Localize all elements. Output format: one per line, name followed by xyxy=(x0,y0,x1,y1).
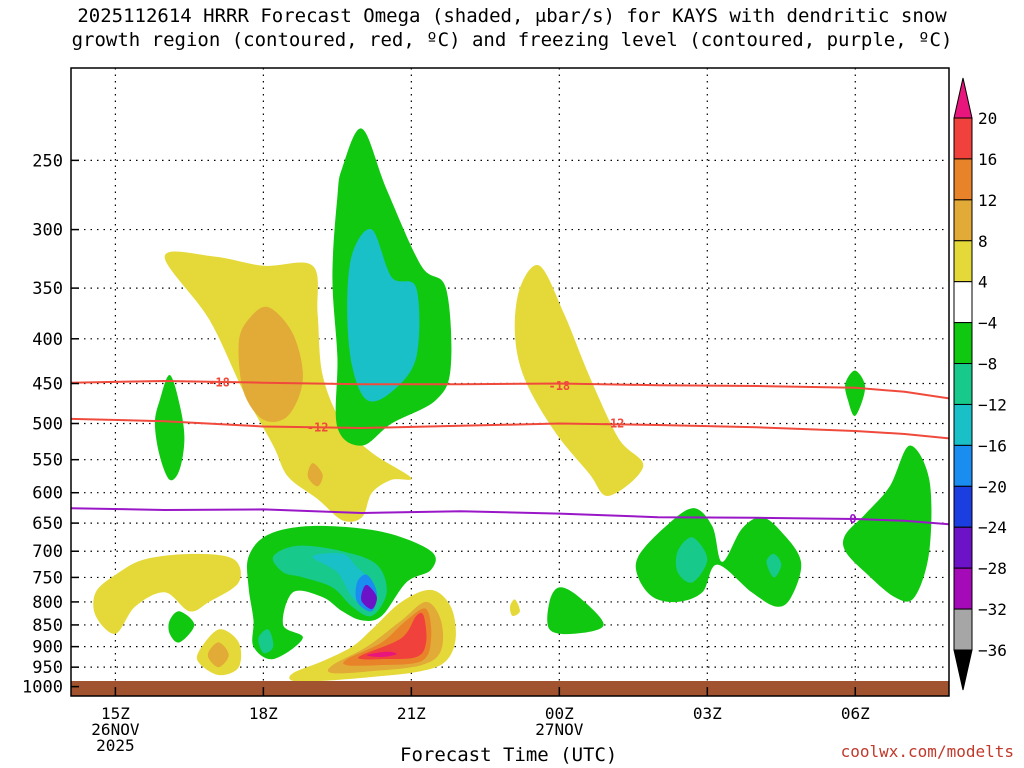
colorbar-segment-2 xyxy=(953,199,973,242)
omega-region-7 xyxy=(93,553,241,634)
colorbar-segment-6 xyxy=(953,363,973,405)
grid-lines xyxy=(71,68,949,696)
x-tick-label-27NOV: 27NOV xyxy=(535,720,584,739)
x-tick-label-2025: 2025 xyxy=(96,736,135,755)
omega-region-8 xyxy=(168,611,195,643)
colorbar-label-1: 16 xyxy=(978,150,997,169)
x-tick-label-15Z: 15Z xyxy=(101,704,130,723)
omega-region-4 xyxy=(347,229,420,402)
omega-region-23 xyxy=(547,587,604,635)
y-tick-label-250: 250 xyxy=(32,151,63,171)
omega-region-27 xyxy=(845,370,866,417)
omega-region-15 xyxy=(361,584,377,610)
chart-title: 2025112614 HRRR Forecast Omega (shaded, … xyxy=(0,4,1024,52)
colorbar-label-2: 12 xyxy=(978,191,997,210)
omega-region-20 xyxy=(358,612,427,660)
colorbar-top-arrow xyxy=(953,77,973,119)
colorbar-segment-8 xyxy=(953,444,973,487)
x-tick-label-03Z: 03Z xyxy=(693,704,722,723)
colorbar-segment-1 xyxy=(953,158,973,201)
x-tick-label-26NOV: 26NOV xyxy=(91,720,140,739)
colorbar-label-6: −8 xyxy=(978,355,997,374)
omega-region-2 xyxy=(307,463,323,487)
x-tick-label-06Z: 06Z xyxy=(841,704,870,723)
omega-region-22 xyxy=(509,599,520,617)
colorbar-label-13: −36 xyxy=(978,641,1007,660)
colorbar-label-9: −20 xyxy=(978,477,1007,496)
title-line-2: growth region (contoured, red, ºC) and f… xyxy=(71,29,953,51)
omega-region-1 xyxy=(238,306,303,423)
omega-shaded-regions xyxy=(93,128,932,682)
colorbar-segment-4 xyxy=(953,281,973,324)
credit-text: coolwx.com/modelts xyxy=(840,742,1014,761)
x-tick-label-21Z: 21Z xyxy=(397,704,426,723)
y-tick-label-700: 700 xyxy=(32,542,63,562)
y-tick-label-450: 450 xyxy=(32,375,63,395)
omega-region-5 xyxy=(514,265,644,496)
colorbar-label-8: −16 xyxy=(978,436,1007,455)
plot-frame xyxy=(70,67,950,697)
colorbar-label-12: −32 xyxy=(978,600,1007,619)
isotherm-line-0 xyxy=(71,507,949,526)
y-tick-label-600: 600 xyxy=(32,484,63,504)
colorbar-label-3: 8 xyxy=(978,232,988,251)
isotherm-contours: -18 -18 -12 -12 0 xyxy=(71,376,949,526)
y-tick-label-950: 950 xyxy=(32,658,63,678)
colorbar-segment-7 xyxy=(953,403,973,446)
omega-region-24 xyxy=(635,508,802,607)
colorbar-label-5: −4 xyxy=(978,314,997,333)
omega-region-6 xyxy=(154,374,185,481)
y-tick-label-550: 550 xyxy=(32,451,63,471)
isotherm-line--18 xyxy=(71,379,949,400)
isotherm-label--18-0: -18 xyxy=(208,376,230,390)
isotherm-label--12-0: -12 xyxy=(307,420,329,434)
colorbar-segment-3 xyxy=(953,240,973,283)
colorbar-bottom-arrow xyxy=(953,649,973,691)
title-line-1: 2025112614 HRRR Forecast Omega (shaded, … xyxy=(77,5,947,27)
y-tick-label-500: 500 xyxy=(32,415,63,435)
y-tick-label-650: 650 xyxy=(32,514,63,534)
omega-region-25 xyxy=(675,537,708,583)
omega-region-26 xyxy=(766,553,782,578)
colorbar-label-11: −28 xyxy=(978,559,1007,578)
y-axis-pressure: 2503003504004505005506006507007508008509… xyxy=(22,151,79,698)
colorbar-segment-0 xyxy=(953,117,973,160)
colorbar-segment-12 xyxy=(953,608,973,651)
isotherm-label-0-0: 0 xyxy=(849,512,856,526)
colorbar-segment-11 xyxy=(953,567,973,610)
omega-region-10 xyxy=(207,642,229,668)
colorbar-label-10: −24 xyxy=(978,518,1007,537)
x-tick-label-00Z: 00Z xyxy=(545,704,574,723)
omega-region-16 xyxy=(258,629,274,654)
omega-region-21 xyxy=(366,651,397,658)
y-tick-label-300: 300 xyxy=(32,221,63,241)
y-tick-label-750: 750 xyxy=(32,568,63,588)
colorbar-segment-5 xyxy=(953,322,973,365)
y-tick-label-350: 350 xyxy=(32,279,63,299)
isotherm-label--18-1: -18 xyxy=(548,379,570,393)
ground-surface xyxy=(71,681,949,696)
colorbar-label-4: 4 xyxy=(978,273,988,292)
y-tick-label-850: 850 xyxy=(32,616,63,636)
y-tick-label-400: 400 xyxy=(32,330,63,350)
colorbar-legend: 20 16 12 8 4 −4 −8 −12 −16 −20 −24 −28 −32 −36 xyxy=(953,77,1007,691)
colorbar-label-0: 20 xyxy=(978,109,997,128)
colorbar-segment-9 xyxy=(953,485,973,528)
x-axis-label: Forecast Time (UTC) xyxy=(400,744,618,766)
x-tick-label-18Z: 18Z xyxy=(249,704,278,723)
colorbar-segment-10 xyxy=(953,526,973,569)
omega-region-28 xyxy=(842,445,932,602)
isotherm-line--12 xyxy=(71,417,949,440)
y-tick-label-900: 900 xyxy=(32,638,63,658)
isotherm-label--12-1: -12 xyxy=(603,417,625,431)
colorbar-label-7: −12 xyxy=(978,395,1007,414)
y-tick-label-1000: 1000 xyxy=(22,678,63,698)
y-tick-label-800: 800 xyxy=(32,593,63,613)
